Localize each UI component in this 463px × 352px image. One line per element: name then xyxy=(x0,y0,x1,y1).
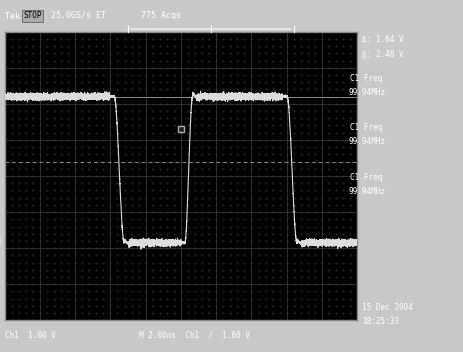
Text: C1 Freq: C1 Freq xyxy=(350,74,382,83)
Text: 15 Dec 2004: 15 Dec 2004 xyxy=(361,303,412,312)
Text: @: 2.48 V: @: 2.48 V xyxy=(361,49,403,58)
Text: 99.94MHz: 99.94MHz xyxy=(347,88,384,97)
Text: Δ: 1.64 V: Δ: 1.64 V xyxy=(361,35,403,44)
Text: 25.0GS/s ET       775 Acqs: 25.0GS/s ET 775 Acqs xyxy=(51,11,181,20)
Text: 18:25:33: 18:25:33 xyxy=(361,317,398,326)
Text: C1 Freq: C1 Freq xyxy=(350,123,382,132)
Text: Tek: Tek xyxy=(5,12,25,21)
Text: 99.94MHz: 99.94MHz xyxy=(347,187,384,196)
Text: Ch1  1.00 V: Ch1 1.00 V xyxy=(5,331,56,340)
Text: M 2.00ns  Ch1  /  1.60 V: M 2.00ns Ch1 / 1.60 V xyxy=(139,331,250,340)
Text: STOP: STOP xyxy=(23,11,42,20)
Text: 99.94MHz: 99.94MHz xyxy=(347,137,384,146)
Text: C1 Freq: C1 Freq xyxy=(350,172,382,182)
